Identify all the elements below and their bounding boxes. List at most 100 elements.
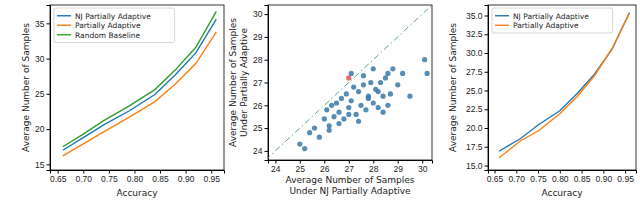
legend-swatch: [495, 25, 509, 26]
tick-label: 24: [271, 164, 281, 174]
scatter-point: [407, 94, 412, 99]
legend: NJ Partially AdaptivePartially AdaptiveR…: [54, 8, 175, 43]
tick: 24: [271, 160, 281, 174]
tick: 30: [35, 54, 50, 64]
x-axis-label: Accuracy: [116, 188, 158, 198]
scatter-point: [371, 100, 376, 105]
tick: 30: [418, 160, 428, 174]
scatter-point: [380, 94, 385, 99]
tick-mark: [485, 72, 489, 73]
tick: 0.85: [152, 170, 169, 184]
scatter-point: [327, 128, 332, 133]
tick: 17.5: [466, 142, 488, 152]
tick-mark: [265, 14, 269, 15]
y-axis-label: Average Number of Samples: [228, 18, 238, 147]
series-line: [63, 11, 217, 146]
legend-swatch: [57, 25, 71, 26]
plot-frame: [50, 5, 224, 170]
scatter-point: [324, 107, 329, 112]
scatter-point: [331, 114, 336, 119]
tick: 26: [253, 101, 268, 111]
scatter-point: [422, 57, 427, 62]
tick-mark: [265, 83, 269, 84]
tick-label: 20: [35, 124, 45, 134]
plot-area: [499, 13, 630, 159]
tick: 0.90: [596, 170, 613, 184]
tick-label: 30: [418, 164, 428, 174]
legend-swatch: [57, 34, 71, 35]
tick-label: 0.90: [596, 174, 613, 184]
tick-mark: [47, 129, 51, 130]
scatter-point: [383, 75, 388, 80]
tick: 29: [393, 160, 403, 174]
tick-mark: [485, 109, 489, 110]
reference-line: [268, 5, 432, 160]
tick-mark: [485, 147, 489, 148]
x-axis-label: Under NJ Partially Adaptive: [289, 186, 411, 196]
figure: 0.650.700.750.800.850.900.951520253035Ac…: [0, 0, 640, 201]
tick-label: 0.90: [178, 174, 195, 184]
tick-label: 15: [35, 160, 45, 170]
tick-label: 0.80: [127, 174, 144, 184]
tick-label: 35.0: [466, 11, 483, 21]
legend-label: NJ Partially Adaptive: [75, 12, 151, 21]
panel: 0.650.700.750.800.850.900.9515.017.520.0…: [448, 5, 636, 198]
tick-label: 30: [253, 9, 263, 19]
tick: 29: [253, 32, 268, 42]
tick: 26: [320, 160, 330, 174]
scatter-point: [400, 71, 405, 76]
tick-label: 25: [253, 123, 263, 133]
tick-label: 30: [35, 54, 45, 64]
tick-label: 25.0: [466, 86, 483, 96]
tick: 32.5: [466, 29, 488, 39]
tick-label: 27.5: [466, 67, 483, 77]
tick: 0.75: [530, 170, 547, 184]
scatter-point: [334, 100, 339, 105]
scatter-point: [312, 125, 317, 130]
x-axis: 0.650.700.750.800.850.900.95: [50, 170, 225, 184]
tick-label: 26: [253, 101, 263, 111]
tick-mark: [47, 164, 51, 165]
tick-mark: [485, 53, 489, 54]
x-axis-label: Accuracy: [541, 188, 583, 198]
tick-label: 17.5: [466, 142, 483, 152]
legend-label: Partially Adaptive: [75, 21, 141, 30]
scatter-point: [339, 96, 344, 101]
tick-label: 26: [320, 164, 330, 174]
tick: 0.70: [509, 170, 526, 184]
legend-label: NJ Partially Adaptive: [513, 12, 589, 21]
plot-frame: [488, 5, 636, 170]
scatter-point: [378, 80, 383, 85]
y-axis-label: Under Partially Adaptive: [239, 28, 249, 137]
y-axis: 15.017.520.022.525.027.530.032.535.0: [466, 6, 489, 171]
tick: 30.0: [466, 48, 488, 58]
legend-swatch: [57, 15, 71, 16]
tick: 0.80: [552, 170, 569, 184]
tick-label: 28: [253, 55, 263, 65]
series-line: [63, 19, 217, 150]
scatter-point: [356, 119, 361, 124]
scatter-point: [349, 98, 354, 103]
legend-swatch: [495, 15, 509, 16]
legend-label: Random Baseline: [75, 31, 141, 40]
panel: 2425262728293024252627282930Average Numb…: [228, 5, 432, 196]
tick: 25: [253, 123, 268, 133]
scatter-point: [336, 121, 341, 126]
y-axis-label: Average Number of Samples: [21, 23, 31, 152]
x-axis: 24252627282930: [269, 160, 433, 174]
tick-label: 0.65: [50, 174, 67, 184]
tick-mark: [47, 94, 51, 95]
scatter-point: [366, 96, 371, 101]
tick-label: 35: [35, 19, 45, 29]
tick: 30: [253, 9, 268, 19]
tick: 28: [253, 55, 268, 65]
tick-mark: [265, 128, 269, 129]
tick-mark: [265, 60, 269, 61]
scatter-point: [395, 82, 400, 87]
tick: 27.5: [466, 67, 488, 77]
tick-label: 15.0: [466, 161, 483, 171]
tick: 20: [35, 124, 50, 134]
tick-mark: [485, 91, 489, 92]
legend: NJ Partially AdaptivePartially Adaptive: [492, 8, 613, 33]
scatter-point: [376, 89, 381, 94]
